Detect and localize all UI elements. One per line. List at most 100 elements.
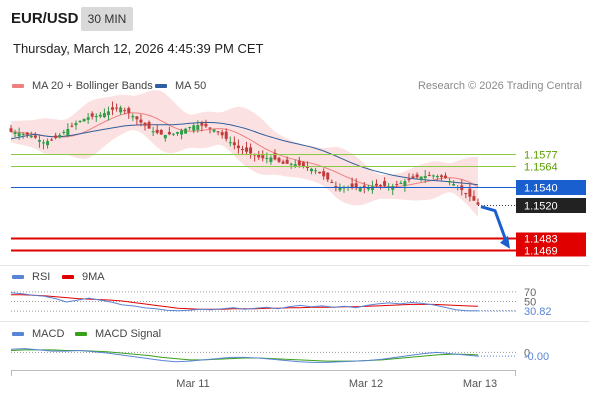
candle-body <box>431 175 435 177</box>
candle-body <box>435 176 439 178</box>
candle-body <box>407 178 411 180</box>
rsi-last-label: 30.82 <box>524 306 552 318</box>
pivot-label: 1.1540 <box>524 183 558 195</box>
candle-body <box>111 107 115 110</box>
candle-body <box>464 192 468 194</box>
candle-body <box>78 120 82 122</box>
resistance-label: 1.1577 <box>524 150 558 162</box>
candle-body <box>273 153 277 160</box>
candle-body <box>135 116 139 120</box>
candle-body <box>403 181 407 187</box>
candle-body <box>415 174 419 178</box>
bollinger-mid-line <box>10 112 479 188</box>
candle-body <box>391 186 395 190</box>
support-label: 1.1483 <box>524 234 558 246</box>
candle-body <box>257 154 261 158</box>
candle-body <box>468 188 472 197</box>
candle-body <box>167 132 171 135</box>
candle-body <box>106 111 110 116</box>
candle-body <box>334 186 338 188</box>
legend-macd-signal: MACD Signal <box>75 328 161 340</box>
candle-body <box>452 184 456 186</box>
rsi-ma-swatch <box>62 275 74 279</box>
candle-body <box>277 157 281 162</box>
timeframe-badge[interactable]: 30 MIN <box>81 7 133 31</box>
x-tick-label: Mar 11 <box>176 378 209 390</box>
candle-body <box>212 129 216 132</box>
candle-body <box>90 113 94 117</box>
pivot-tag <box>516 180 586 195</box>
candle-body <box>94 116 98 118</box>
candle-body <box>147 122 151 129</box>
candle-body <box>82 118 86 122</box>
candle-body <box>322 171 326 177</box>
candle-body <box>25 132 29 135</box>
candle-body <box>411 176 415 178</box>
candle-body <box>192 125 196 131</box>
candle-body <box>188 127 192 129</box>
candle-body <box>232 142 236 146</box>
candle-body <box>175 132 179 134</box>
candle-body <box>119 107 123 113</box>
candle-body <box>62 132 66 134</box>
candle-body <box>448 181 452 183</box>
candle-body <box>358 187 362 192</box>
candle-body <box>399 182 403 184</box>
candle-body <box>41 142 45 144</box>
rsi-tick-label: 50 <box>524 297 536 309</box>
forecast-arrow-line <box>480 205 508 242</box>
candle-body <box>285 159 289 164</box>
macd-last-label: -0.00 <box>524 351 549 363</box>
candle-body <box>281 161 285 164</box>
candle-body <box>370 186 374 191</box>
legend-rsi-ma: 9MA <box>62 271 105 283</box>
macd-line <box>10 348 479 363</box>
candle-body <box>98 114 102 117</box>
candle-body <box>350 183 354 188</box>
candle-body <box>439 175 443 178</box>
macd-signal-swatch <box>75 332 87 336</box>
candle-body <box>9 128 13 132</box>
candle-body <box>33 135 37 138</box>
forecast-arrow-head <box>500 235 510 249</box>
candle-body <box>245 147 249 152</box>
candle-body <box>29 135 33 138</box>
candle-body <box>472 196 476 201</box>
candle-body <box>289 163 293 165</box>
candle-body <box>228 142 232 144</box>
candle-body <box>21 133 25 135</box>
candle-body <box>115 107 119 109</box>
candle-body <box>200 122 204 126</box>
candle-body <box>151 131 155 133</box>
candle-body <box>249 147 253 154</box>
candle-body <box>269 157 273 162</box>
legend-bollinger: MA 20 + Bollinger Bands <box>12 80 153 92</box>
support-label: 1.1469 <box>524 246 558 258</box>
candle-body <box>204 123 208 127</box>
candle-body <box>163 134 167 139</box>
candle-body <box>236 145 240 149</box>
candle-body <box>476 202 480 205</box>
legend-macd: MACD <box>12 328 64 340</box>
candle-body <box>171 133 175 135</box>
legend-macd-signal-label: MACD Signal <box>95 328 162 340</box>
candle-body <box>54 135 58 138</box>
candle-body <box>216 131 220 133</box>
bollinger-band <box>11 90 478 217</box>
candle-body <box>159 129 163 135</box>
candle-body <box>74 123 78 126</box>
resistance-label: 1.1564 <box>524 162 558 174</box>
candle-body <box>305 166 309 168</box>
candle-body <box>326 172 330 180</box>
candle-body <box>143 122 147 126</box>
candle-body <box>297 160 301 166</box>
support-tag <box>516 232 586 245</box>
candle-body <box>196 125 200 130</box>
candle-body <box>13 132 17 135</box>
candle-body <box>261 155 265 159</box>
candle-body <box>354 183 358 188</box>
legend-rsi-label: RSI <box>32 271 51 283</box>
candle-body <box>123 110 127 112</box>
candle-body <box>208 127 212 129</box>
